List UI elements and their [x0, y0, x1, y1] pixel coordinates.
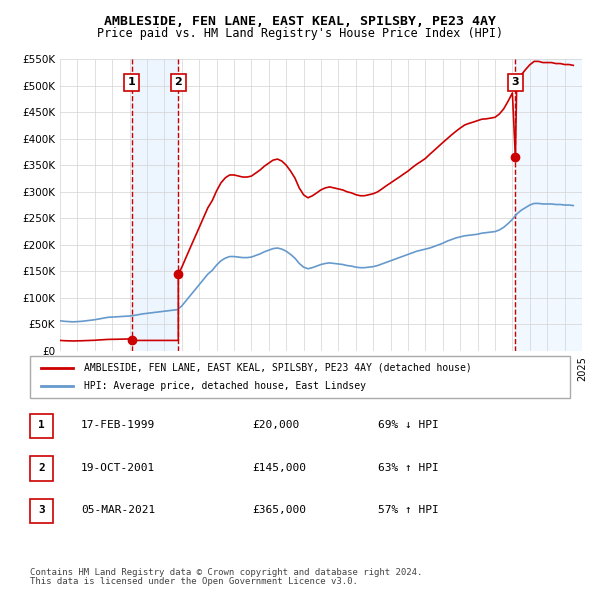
Text: Price paid vs. HM Land Registry's House Price Index (HPI): Price paid vs. HM Land Registry's House … — [97, 27, 503, 40]
Text: 2: 2 — [38, 463, 45, 473]
Text: 3: 3 — [38, 506, 45, 515]
Text: 69% ↓ HPI: 69% ↓ HPI — [378, 421, 439, 430]
Text: 3: 3 — [512, 77, 519, 87]
Text: 1: 1 — [38, 421, 45, 430]
Text: This data is licensed under the Open Government Licence v3.0.: This data is licensed under the Open Gov… — [30, 577, 358, 586]
Text: £145,000: £145,000 — [252, 463, 306, 473]
Text: 57% ↑ HPI: 57% ↑ HPI — [378, 506, 439, 515]
Text: 17-FEB-1999: 17-FEB-1999 — [81, 421, 155, 430]
Text: HPI: Average price, detached house, East Lindsey: HPI: Average price, detached house, East… — [84, 381, 366, 391]
Text: 2: 2 — [175, 77, 182, 87]
Text: 63% ↑ HPI: 63% ↑ HPI — [378, 463, 439, 473]
Text: £365,000: £365,000 — [252, 506, 306, 515]
Text: AMBLESIDE, FEN LANE, EAST KEAL, SPILSBY, PE23 4AY (detached house): AMBLESIDE, FEN LANE, EAST KEAL, SPILSBY,… — [84, 363, 472, 373]
FancyBboxPatch shape — [30, 356, 570, 398]
Bar — [131, 59, 178, 351]
Text: 19-OCT-2001: 19-OCT-2001 — [81, 463, 155, 473]
Text: AMBLESIDE, FEN LANE, EAST KEAL, SPILSBY, PE23 4AY: AMBLESIDE, FEN LANE, EAST KEAL, SPILSBY,… — [104, 15, 496, 28]
Bar — [515, 59, 582, 351]
Text: 05-MAR-2021: 05-MAR-2021 — [81, 506, 155, 515]
Text: Contains HM Land Registry data © Crown copyright and database right 2024.: Contains HM Land Registry data © Crown c… — [30, 568, 422, 576]
Text: £20,000: £20,000 — [252, 421, 299, 430]
Text: 1: 1 — [128, 77, 136, 87]
